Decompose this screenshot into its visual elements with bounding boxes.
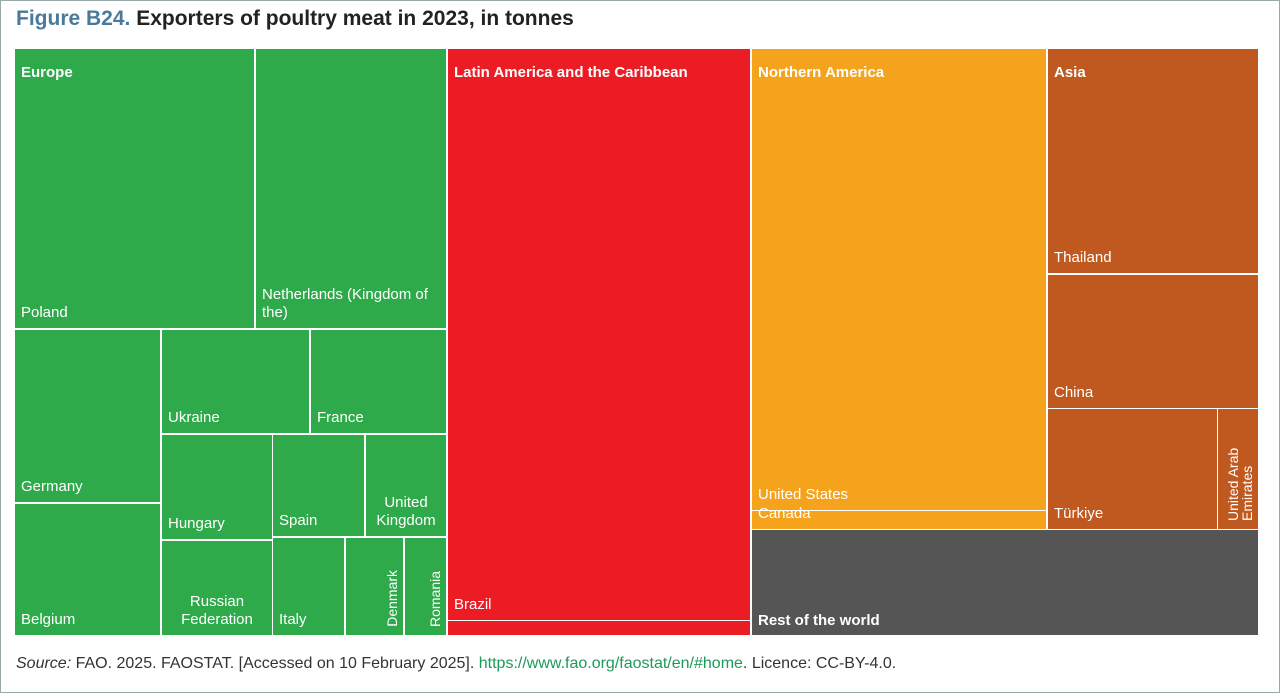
tile: Brazil Latin America and the Caribbean	[448, 49, 752, 622]
licence: Licence: CC-BY-4.0.	[751, 655, 897, 672]
tile: Rest of the world	[752, 530, 1260, 637]
tile: Poland Europe	[15, 49, 256, 330]
tile	[448, 621, 752, 637]
figure-number: Figure B24.	[16, 7, 131, 30]
group-label: Latin America and the Caribbean	[454, 64, 688, 81]
tile: Russian Federation	[162, 541, 274, 637]
footer: Source: FAO. 2025. FAOSTAT. [Accessed on…	[16, 655, 897, 672]
tile-label: United Kingdom	[376, 494, 436, 529]
tile-label: Poland	[21, 304, 68, 321]
group-label: Asia	[1054, 64, 1086, 81]
source-label: Source:	[16, 655, 72, 672]
tile: Belgium	[15, 504, 162, 637]
tile: Hungary	[162, 435, 274, 541]
group-label: Rest of the world	[758, 612, 880, 629]
tile: Spain	[273, 435, 366, 538]
tile-label: Belgium	[21, 611, 76, 628]
tile-label: Denmark	[384, 570, 400, 627]
tile: United States Northern America	[752, 49, 1048, 512]
title: Figure B24. Exporters of poultry meat in…	[16, 7, 574, 31]
tile-label: Ukraine	[168, 409, 220, 426]
group-label: Europe	[21, 64, 73, 81]
tile-label: Brazil	[454, 596, 492, 613]
tile-label: Hungary	[168, 515, 225, 532]
tile: Netherlands (Kingdom of the)	[256, 49, 448, 330]
tile-label: Romania	[427, 570, 443, 627]
tile: Ukraine	[162, 330, 311, 435]
tile-label: Thailand	[1054, 249, 1112, 266]
tile: Romania	[405, 538, 448, 637]
tile: Thailand Asia	[1048, 49, 1260, 275]
tile-label: United Arab Emirates	[1225, 447, 1255, 521]
tile-label: United States	[758, 486, 849, 503]
group-label: Northern America	[758, 64, 885, 81]
tile: Denmark	[346, 538, 405, 637]
tile-label: Netherlands (Kingdom of the)	[262, 286, 428, 321]
source-text: FAO. 2025. FAOSTAT. [Accessed on 10 Febr…	[75, 655, 475, 672]
tile-label: Türkiye	[1054, 505, 1104, 522]
tile: China	[1048, 275, 1260, 410]
tile-label: Spain	[279, 512, 318, 529]
tile: Türkiye	[1048, 409, 1219, 531]
tile-label: Russian Federation	[181, 593, 253, 628]
tile: United Kingdom	[366, 435, 448, 538]
tile-label: Italy	[279, 611, 307, 628]
tile: France	[311, 330, 448, 435]
tile-label: Canada	[758, 505, 811, 522]
tile: United Arab Emirates	[1218, 409, 1260, 531]
tile: Italy	[273, 538, 346, 637]
source-url[interactable]: https://www.fao.org/faostat/en/#home	[478, 655, 743, 672]
tile: Germany	[15, 330, 162, 504]
chart-title: Exporters of poultry meat in 2023, in to…	[136, 7, 574, 30]
tile: Canada	[752, 505, 1048, 531]
tile-label: France	[317, 409, 364, 426]
tile-label: Germany	[21, 478, 83, 495]
tile-label: China	[1054, 384, 1094, 401]
